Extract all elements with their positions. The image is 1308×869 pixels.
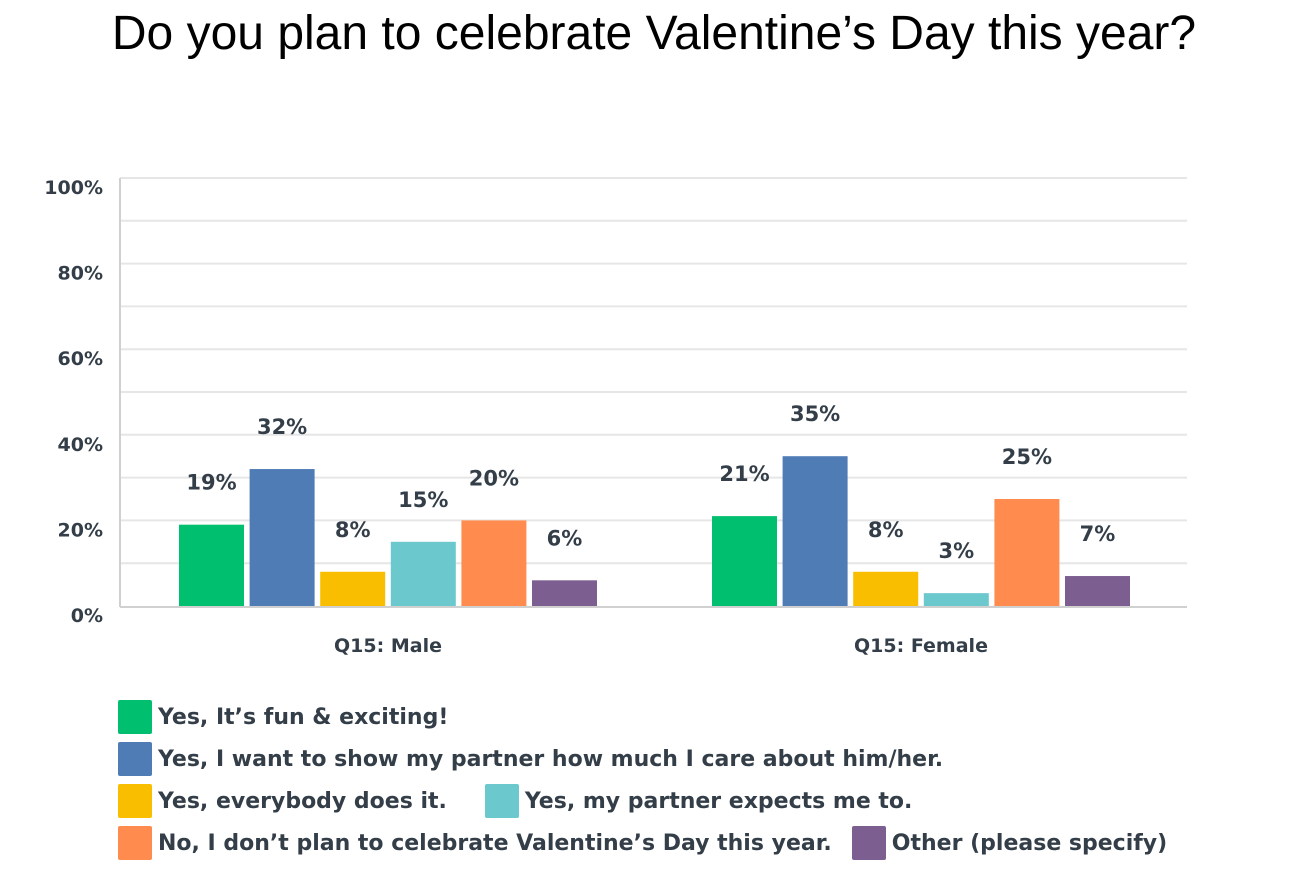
y-tick-label: 0% [71,605,103,627]
bar-chart: 0% 20% 40% 60% 80% 100% 19% 32% 8% 15% 20% 6% Q15: M… [44,177,1187,657]
y-tick-label: 80% [58,263,103,285]
legend-swatch [484,784,519,818]
legend-entry-everybody: Yes, everybody does it. [118,784,447,818]
bar [712,516,777,606]
legend-row: Yes, I want to show my partner how much … [118,738,1181,780]
legend-swatch [118,784,152,818]
bar [532,580,597,606]
bar [320,571,386,606]
bar [994,499,1060,606]
data-label: 21% [719,462,769,486]
legend-label: Yes, my partner expects me to. [524,788,913,814]
legend-label: No, I don’t plan to celebrate Valentine’… [158,830,832,856]
legend-swatch [851,826,886,860]
y-tick-label: 100% [44,177,103,199]
bar [782,456,848,606]
bar [461,520,527,606]
data-label: 3% [938,539,974,563]
data-label: 20% [469,466,519,490]
legend-label: Other (please specify) [891,830,1168,856]
data-label: 15% [398,488,448,512]
bar [179,524,244,606]
data-label: 32% [257,415,307,439]
category-label: Q15: Male [334,635,442,657]
legend-entry-no-plan: No, I don’t plan to celebrate Valentine’… [118,826,832,860]
data-label: 8% [868,518,904,542]
legend-row: Yes, everybody does it. Yes, my partner … [118,780,1181,822]
bar [853,571,919,606]
legend-entry-fun: Yes, It’s fun & exciting! [118,700,448,734]
y-tick-label: 20% [58,519,103,541]
chart-title: Do you plan to celebrate Valentine’s Day… [111,7,1197,60]
y-tick-label: 60% [58,348,103,370]
data-label: 25% [1002,445,1052,469]
legend-label: Yes, It’s fun & exciting! [158,704,449,730]
data-label: 35% [790,402,840,426]
legend-label: Yes, I want to show my partner how much … [158,746,944,772]
legend-entry-partner-expects: Yes, my partner expects me to. [484,784,913,818]
legend-swatch [118,742,152,776]
data-label: 19% [186,471,236,495]
legend-swatch [118,700,152,734]
legend-row: Yes, It’s fun & exciting! [118,696,1181,738]
bar [1065,576,1130,606]
bar [923,593,989,606]
bar [249,469,315,606]
bar [390,541,456,606]
y-tick-label: 40% [58,434,103,456]
legend-entry-other: Other (please specify) [851,826,1168,860]
legend-label: Yes, everybody does it. [158,788,447,814]
legend-row: No, I don’t plan to celebrate Valentine’… [118,822,1181,864]
data-label: 8% [335,518,371,542]
legend: Yes, It’s fun & exciting! Yes, I want to… [118,696,1181,864]
legend-swatch [118,826,152,860]
category-label: Q15: Female [854,635,988,657]
legend-entry-show-partner: Yes, I want to show my partner how much … [118,742,943,776]
data-label: 7% [1080,522,1116,546]
data-label: 6% [547,526,583,550]
